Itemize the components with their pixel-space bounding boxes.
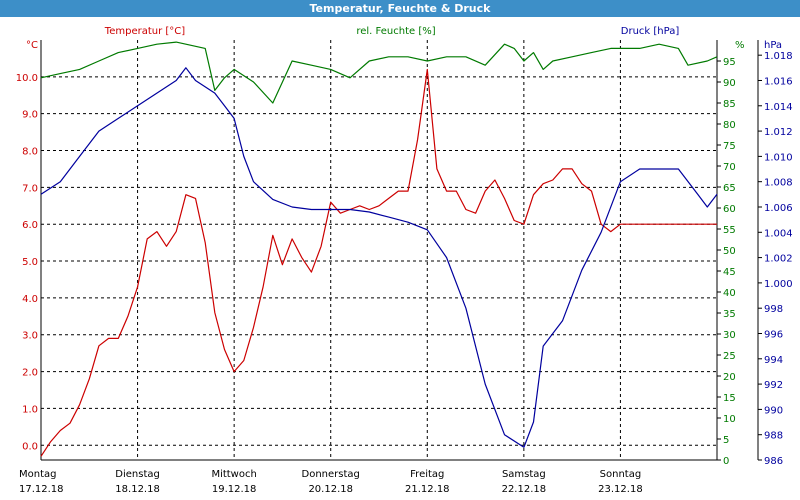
right-axis-unit: hPa bbox=[764, 40, 782, 51]
mid-tick-label: 30 bbox=[723, 330, 736, 341]
mid-axis-unit: % bbox=[735, 40, 745, 51]
left-tick-label: 0.0 bbox=[22, 441, 38, 452]
right-tick-label: 988 bbox=[764, 431, 783, 442]
right-tick-label: 1.008 bbox=[764, 178, 793, 189]
left-tick-label: 6.0 bbox=[22, 220, 38, 231]
right-tick-label: 990 bbox=[764, 405, 783, 416]
left-tick-label: 9.0 bbox=[22, 110, 38, 121]
right-tick-label: 998 bbox=[764, 304, 783, 315]
mid-tick-label: 65 bbox=[723, 183, 736, 194]
x-date-label: 20.12.18 bbox=[308, 484, 353, 495]
mid-tick-label: 45 bbox=[723, 267, 736, 278]
x-date-label: 23.12.18 bbox=[598, 484, 643, 495]
right-tick-label: 996 bbox=[764, 329, 783, 340]
right-tick-label: 1.006 bbox=[764, 203, 793, 214]
mid-tick-label: 60 bbox=[723, 204, 736, 215]
left-tick-label: 10.0 bbox=[16, 73, 38, 84]
mid-tick-label: 15 bbox=[723, 393, 736, 404]
x-date-label: 22.12.18 bbox=[502, 484, 547, 495]
labels: °C 0.0 1.0 2.0 3.0 4.0 5.0 6.0 7.0 8.0 9.0 10.0 0 5 10… bbox=[16, 26, 793, 495]
left-tick-label: 8.0 bbox=[22, 147, 38, 158]
chart-title: Temperatur, Feuchte & Druck bbox=[0, 0, 800, 17]
right-tick-label: 1.002 bbox=[764, 254, 793, 265]
x-weekday-label: Montag bbox=[19, 469, 56, 480]
right-tick-label: 994 bbox=[764, 355, 783, 366]
x-weekday-label: Dienstag bbox=[115, 469, 160, 480]
x-date-label: 21.12.18 bbox=[405, 484, 450, 495]
mid-tick-label: 10 bbox=[723, 414, 736, 425]
x-weekday-label: Freitag bbox=[410, 469, 444, 480]
mid-tick-label: 40 bbox=[723, 288, 736, 299]
mid-tick-label: 35 bbox=[723, 309, 736, 320]
humidity-line bbox=[40, 41, 718, 104]
right-tick-label: 1.010 bbox=[764, 152, 793, 163]
left-tick-label: 3.0 bbox=[22, 331, 38, 342]
legend-entry: Druck [hPa] bbox=[621, 26, 680, 37]
right-tick-label: 1.012 bbox=[764, 127, 793, 138]
legend-entry: Temperatur [°C] bbox=[104, 26, 185, 37]
mid-tick-label: 5 bbox=[723, 435, 729, 446]
mid-tick-label: 50 bbox=[723, 246, 736, 257]
legend-entry: rel. Feuchte [%] bbox=[356, 26, 435, 37]
mid-tick-label: 95 bbox=[723, 57, 736, 68]
right-tick-label: 1.014 bbox=[764, 102, 793, 113]
mid-tick-label: 55 bbox=[723, 225, 736, 236]
x-weekday-label: Sonntag bbox=[600, 469, 642, 480]
right-tick-label: 1.000 bbox=[764, 279, 793, 290]
x-weekday-label: Samstag bbox=[502, 469, 546, 480]
axes bbox=[40, 40, 762, 461]
left-tick-label: 1.0 bbox=[22, 404, 38, 415]
chart-area: °C 0.0 1.0 2.0 3.0 4.0 5.0 6.0 7.0 8.0 9.0 10.0 0 5 10… bbox=[16, 26, 793, 495]
right-tick-label: 992 bbox=[764, 380, 783, 391]
mid-tick-label: 25 bbox=[723, 351, 736, 362]
left-tick-label: 4.0 bbox=[22, 294, 38, 305]
series-lines bbox=[40, 41, 718, 457]
left-tick-label: 5.0 bbox=[22, 257, 38, 268]
mid-tick-label: 75 bbox=[723, 141, 736, 152]
x-date-label: 19.12.18 bbox=[212, 484, 257, 495]
x-date-label: 18.12.18 bbox=[115, 484, 160, 495]
x-date-label: 17.12.18 bbox=[19, 484, 64, 495]
x-weekday-label: Donnerstag bbox=[302, 469, 360, 480]
mid-tick-label: 70 bbox=[723, 162, 736, 173]
right-tick-label: 1.018 bbox=[764, 51, 793, 62]
left-tick-label: 7.0 bbox=[22, 183, 38, 194]
mid-tick-label: 90 bbox=[723, 78, 736, 89]
grid bbox=[41, 40, 717, 460]
mid-tick-label: 80 bbox=[723, 120, 736, 131]
pressure-line bbox=[40, 67, 718, 448]
mid-tick-label: 20 bbox=[723, 372, 736, 383]
left-tick-label: 2.0 bbox=[22, 368, 38, 379]
right-tick-label: 986 bbox=[764, 456, 783, 467]
right-tick-label: 1.004 bbox=[764, 228, 793, 239]
x-weekday-label: Mittwoch bbox=[211, 469, 256, 480]
right-tick-label: 1.016 bbox=[764, 76, 793, 87]
mid-tick-label: 0 bbox=[723, 456, 729, 467]
mid-tick-label: 85 bbox=[723, 99, 736, 110]
temperature-line bbox=[40, 68, 717, 457]
left-axis-unit: °C bbox=[26, 40, 38, 51]
